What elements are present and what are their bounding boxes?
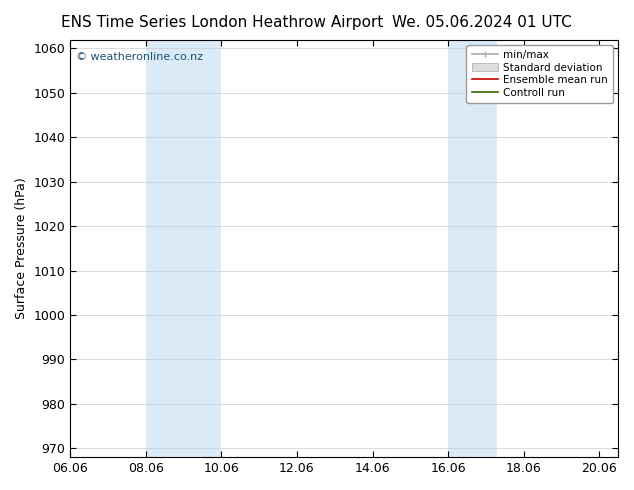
- Y-axis label: Surface Pressure (hPa): Surface Pressure (hPa): [15, 177, 28, 319]
- Text: We. 05.06.2024 01 UTC: We. 05.06.2024 01 UTC: [392, 15, 572, 30]
- Bar: [448, 40, 497, 457]
- Text: © weatheronline.co.nz: © weatheronline.co.nz: [76, 52, 203, 62]
- Bar: [146, 40, 221, 457]
- Text: ENS Time Series London Heathrow Airport: ENS Time Series London Heathrow Airport: [61, 15, 383, 30]
- Legend: min/max, Standard deviation, Ensemble mean run, Controll run: min/max, Standard deviation, Ensemble me…: [467, 45, 613, 103]
